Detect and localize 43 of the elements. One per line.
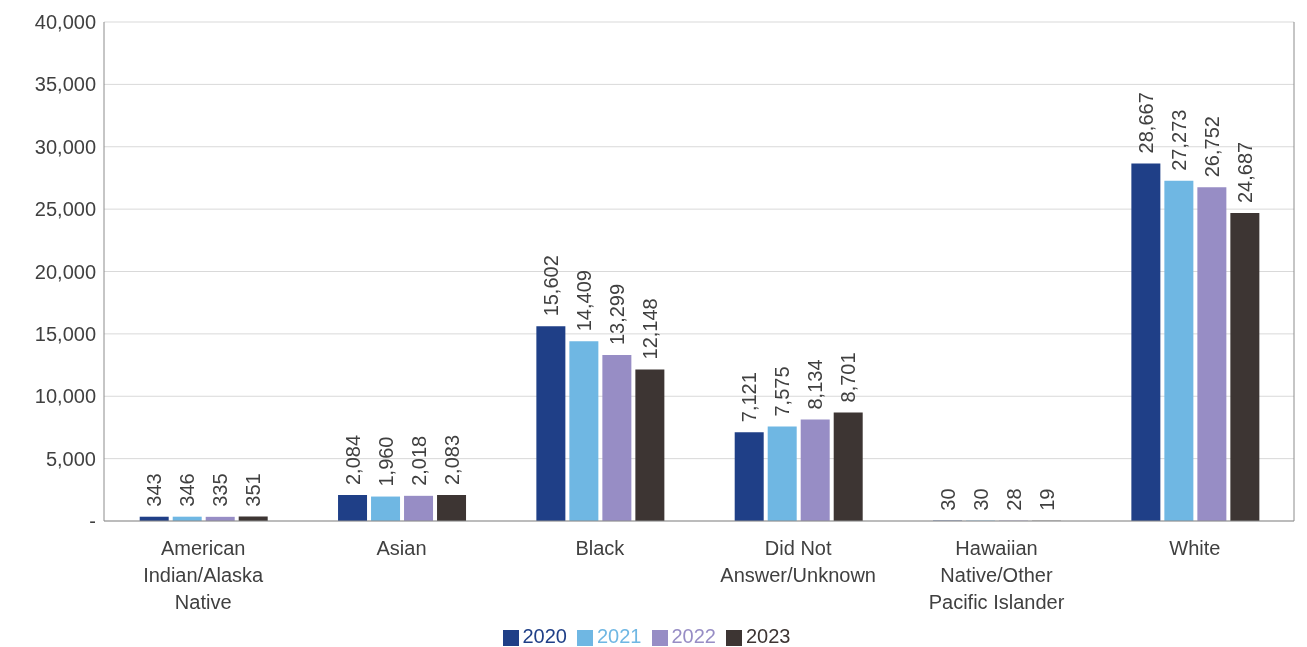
y-tick-label: 40,000	[34, 11, 96, 34]
y-tick-label: 20,000	[34, 260, 96, 283]
data-label: 28	[1002, 488, 1025, 511]
data-label: 28,667	[1134, 92, 1157, 154]
x-tick-label: Hawaiian Native/Other Pacific Islander	[928, 537, 1065, 613]
data-label: 19	[1035, 488, 1058, 511]
data-label: 14,409	[572, 270, 595, 332]
y-tick-label: 15,000	[34, 322, 96, 345]
data-label: 30	[969, 488, 992, 511]
y-tick-label: 5,000	[45, 447, 96, 470]
data-label: 2,083	[440, 434, 463, 486]
data-label: 346	[176, 473, 199, 507]
x-tick-label: Asian	[376, 537, 427, 559]
y-tick-label: 25,000	[34, 198, 96, 221]
x-tick-label: Did Not Answer/Unknown	[720, 537, 876, 586]
legend-label: 2021	[597, 625, 642, 647]
data-label: 13,299	[605, 283, 628, 346]
legend-label: 2023	[746, 625, 791, 647]
data-label: 343	[143, 473, 166, 507]
data-label: 30	[936, 488, 959, 511]
data-label: 27,273	[1167, 109, 1190, 171]
y-tick-label: 30,000	[34, 135, 96, 158]
legend-label: 2022	[671, 625, 716, 647]
data-label: 8,134	[804, 359, 827, 410]
y-tick-label: 10,000	[34, 385, 96, 408]
data-label: 7,575	[771, 366, 794, 417]
data-label: 15,602	[539, 255, 562, 317]
data-label: 24,687	[1233, 141, 1256, 204]
legend-label: 2020	[522, 625, 567, 647]
data-label: 26,752	[1200, 116, 1223, 178]
y-tick-label: -	[89, 510, 96, 533]
data-label: 8,701	[837, 352, 860, 403]
y-tick-label: 35,000	[34, 73, 96, 96]
x-tick-label: Black	[575, 537, 626, 559]
data-label: 12,148	[638, 298, 661, 360]
data-label: 335	[209, 473, 232, 507]
data-label: 2,084	[341, 434, 364, 485]
data-label: 1,960	[374, 436, 397, 487]
x-tick-label: White	[1169, 537, 1221, 559]
data-label: 7,121	[738, 372, 761, 423]
data-label: 2,018	[407, 435, 430, 486]
x-tick-label: American Indian/Alaska Native	[143, 537, 265, 613]
data-label: 351	[242, 473, 265, 507]
